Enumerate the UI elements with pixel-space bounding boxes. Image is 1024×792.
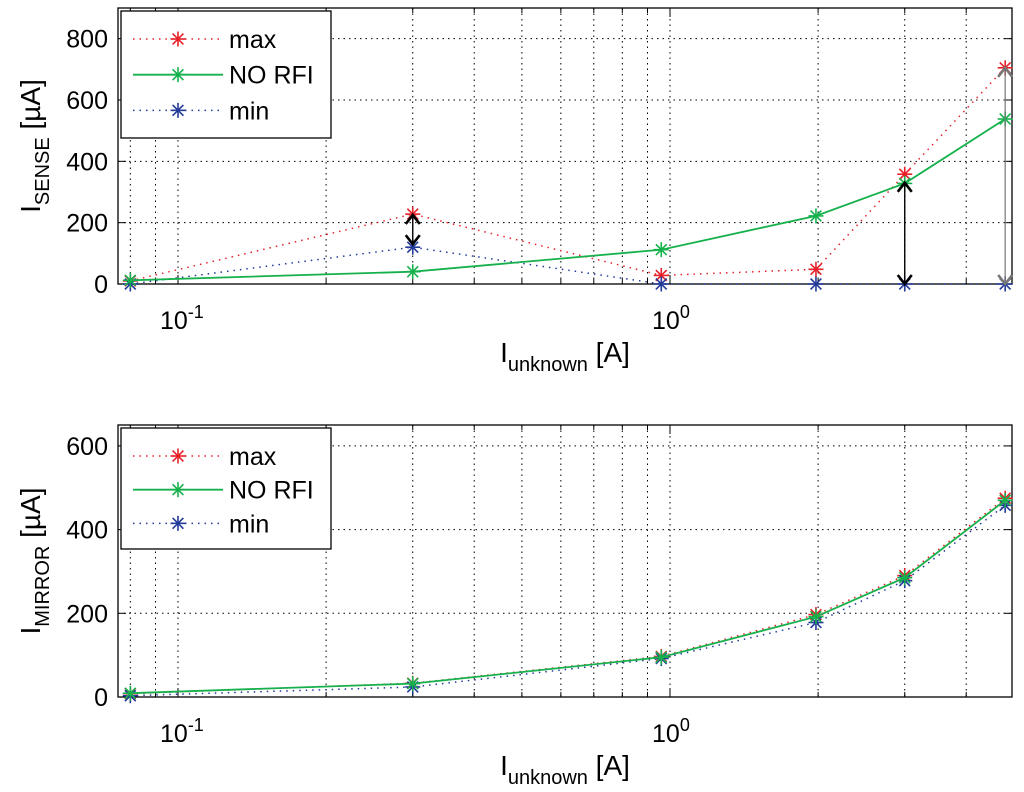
x-tick-label-exp: 0 <box>680 715 690 735</box>
series-line <box>130 504 1006 697</box>
y-axis-label-main: I <box>15 205 46 213</box>
y-axis-label: ISENSE [µA] <box>15 79 54 213</box>
x-axis-label-unit: [A] <box>588 337 630 368</box>
x-tick-label-base: 10 <box>160 720 188 748</box>
legend-marker <box>170 515 186 531</box>
data-point <box>897 570 913 586</box>
legend-marker <box>170 67 186 83</box>
data-point <box>405 676 421 692</box>
x-tick-label: 100 <box>652 302 690 335</box>
data-point <box>122 272 138 288</box>
series-no-rfi <box>122 492 1013 701</box>
data-point <box>405 239 421 255</box>
legend-item: min <box>133 510 269 538</box>
double-arrow <box>404 212 421 247</box>
y-tick-label: 600 <box>66 433 108 461</box>
arrow-head-up <box>896 180 913 193</box>
axes-frame <box>117 7 1013 285</box>
legend-label: max <box>229 443 277 471</box>
x-tick-label-base: 10 <box>652 720 680 748</box>
legend-marker <box>170 448 186 464</box>
legend-label: NO RFI <box>229 62 314 90</box>
x-tick-label: 10-1 <box>160 715 204 748</box>
legend-label: min <box>229 97 269 125</box>
arrow-head-down <box>997 274 1014 287</box>
legend: max NO RFI min <box>120 10 332 139</box>
double-arrow <box>997 65 1014 287</box>
series-layer <box>122 490 1013 704</box>
legend-marker <box>170 31 186 47</box>
y-axis-label-unit: [µA] <box>15 79 46 137</box>
y-axis-label-sub: SENSE <box>32 137 54 205</box>
x-tick-label-base: 10 <box>652 307 680 335</box>
x-axis-label-sub: unknown <box>508 767 588 789</box>
y-axis-label-sub: MIRROR <box>32 546 54 627</box>
data-point <box>808 208 824 224</box>
series-line <box>130 118 1006 282</box>
arrow-head-down <box>896 274 913 287</box>
legend-label: max <box>229 26 277 54</box>
y-tick-label: 800 <box>66 26 108 54</box>
data-point <box>808 276 824 292</box>
x-tick-label-exp: -1 <box>188 302 204 322</box>
legend-item: max <box>133 443 277 471</box>
x-tick-label-exp: -1 <box>188 715 204 735</box>
x-axis-label: Iunknown [A] <box>500 750 630 789</box>
data-point <box>653 267 669 283</box>
y-tick-label: 0 <box>94 271 108 299</box>
legend-marker <box>170 482 186 498</box>
double-arrow <box>896 180 913 287</box>
legend-item: NO RFI <box>133 62 314 90</box>
axes-frame <box>117 424 1013 698</box>
data-point <box>997 492 1013 508</box>
x-axis-label-unit: [A] <box>588 750 630 781</box>
legend-label: NO RFI <box>229 477 314 505</box>
y-tick-label: 400 <box>66 148 108 176</box>
y-axis-label-main: I <box>15 627 46 635</box>
x-tick-label: 100 <box>652 715 690 748</box>
data-point <box>653 276 669 292</box>
x-axis-label-main: I <box>500 337 508 368</box>
x-tick-label: 10-1 <box>160 302 204 335</box>
legend-box <box>120 427 332 550</box>
legend-marker <box>170 102 186 118</box>
x-axis-label: Iunknown [A] <box>500 337 630 376</box>
y-tick-label: 600 <box>66 87 108 115</box>
y-axis-label: IMIRROR [µA] <box>15 487 54 634</box>
legend-item: min <box>133 97 269 125</box>
data-point <box>808 609 824 625</box>
x-axis-label-sub: unknown <box>508 354 588 376</box>
legend-label: min <box>229 510 269 538</box>
y-tick-label: 0 <box>94 684 108 712</box>
data-point <box>122 685 138 701</box>
series-line <box>130 499 1006 695</box>
legend-item: NO RFI <box>133 477 314 505</box>
data-point <box>405 264 421 280</box>
y-tick-label: 400 <box>66 517 108 545</box>
series-line <box>130 67 1006 282</box>
arrow-head-up <box>997 65 1014 78</box>
arrow-head-up <box>404 212 421 225</box>
data-point <box>653 242 669 258</box>
y-axis-label-unit: [µA] <box>15 487 46 545</box>
data-point <box>653 649 669 665</box>
legend-item: max <box>133 26 277 54</box>
data-point <box>808 261 824 277</box>
x-tick-label-exp: 0 <box>680 302 690 322</box>
x-tick-label-base: 10 <box>160 307 188 335</box>
arrow-head-down <box>404 234 421 247</box>
y-tick-label: 200 <box>66 210 108 238</box>
y-tick-label: 200 <box>66 600 108 628</box>
x-axis-label-main: I <box>500 750 508 781</box>
legend: max NO RFI min <box>120 427 332 550</box>
